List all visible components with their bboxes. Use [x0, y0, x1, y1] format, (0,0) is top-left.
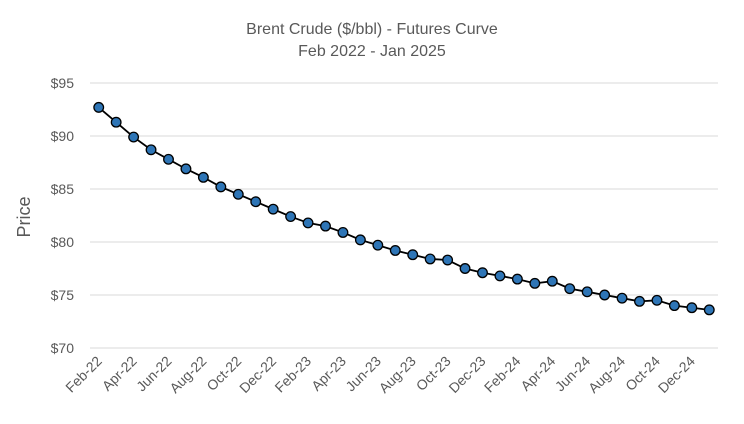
gridlines — [90, 82, 718, 349]
x-tick-label: Feb-22 — [62, 353, 105, 396]
data-point — [302, 217, 314, 229]
series-price — [93, 101, 715, 316]
data-point — [564, 283, 576, 295]
x-tick-label: Aug-24 — [585, 353, 628, 396]
series-line — [98, 106, 710, 311]
data-point — [180, 163, 192, 175]
y-axis-title: Price — [14, 196, 34, 237]
data-point — [581, 286, 593, 298]
data-point — [267, 203, 279, 215]
x-axis-tick-labels: Feb-22Apr-22Jun-22Aug-22Oct-22Dec-22Feb-… — [62, 353, 698, 396]
data-point — [529, 277, 541, 289]
x-tick-label: Aug-22 — [166, 353, 209, 396]
x-tick-label: Apr-22 — [99, 353, 140, 394]
x-tick-label: Feb-24 — [481, 353, 524, 396]
data-point — [389, 245, 401, 256]
data-point — [703, 304, 715, 316]
data-point — [494, 270, 506, 282]
data-point — [372, 239, 384, 251]
x-tick-label: Aug-23 — [376, 353, 419, 396]
data-point — [215, 181, 227, 193]
x-tick-label: Dec-22 — [236, 353, 279, 396]
chart-subtitle: Feb 2022 - Jan 2025 — [298, 43, 446, 60]
data-point — [459, 263, 471, 274]
data-point — [163, 153, 174, 165]
chart-title: Brent Crude ($/bbl) - Futures Curve — [246, 21, 498, 38]
data-point — [320, 220, 331, 232]
x-tick-label: Apr-24 — [517, 353, 558, 394]
data-point — [511, 273, 523, 285]
y-axis-tick-labels: $70 $75 $80 $85 $90 $95 — [51, 75, 75, 356]
data-point — [424, 253, 436, 265]
data-point — [145, 144, 157, 156]
data-point — [651, 294, 663, 306]
data-point — [93, 101, 105, 113]
data-point — [407, 249, 419, 261]
data-point — [337, 227, 349, 238]
data-point — [616, 292, 628, 304]
data-point — [354, 234, 366, 246]
y-tick-label: $75 — [51, 287, 75, 303]
data-point — [232, 188, 244, 200]
y-tick-label: $85 — [51, 181, 75, 197]
data-point — [686, 302, 698, 314]
data-point — [442, 254, 454, 266]
data-point — [477, 267, 488, 279]
x-tick-label: Dec-24 — [655, 353, 698, 396]
y-tick-label: $80 — [51, 234, 75, 250]
data-point — [668, 300, 680, 312]
x-tick-label: Apr-23 — [308, 353, 349, 394]
data-point — [110, 116, 122, 128]
data-point — [197, 171, 209, 183]
data-point — [634, 295, 645, 307]
data-point — [546, 275, 558, 287]
y-tick-label: $70 — [51, 340, 75, 356]
data-point — [285, 211, 297, 223]
x-tick-label: Dec-23 — [445, 353, 488, 396]
data-point — [250, 196, 262, 208]
y-tick-label: $95 — [51, 75, 75, 91]
data-point — [599, 289, 611, 301]
y-tick-label: $90 — [51, 128, 75, 144]
x-tick-label: Feb-23 — [271, 353, 314, 396]
data-point — [128, 131, 140, 143]
